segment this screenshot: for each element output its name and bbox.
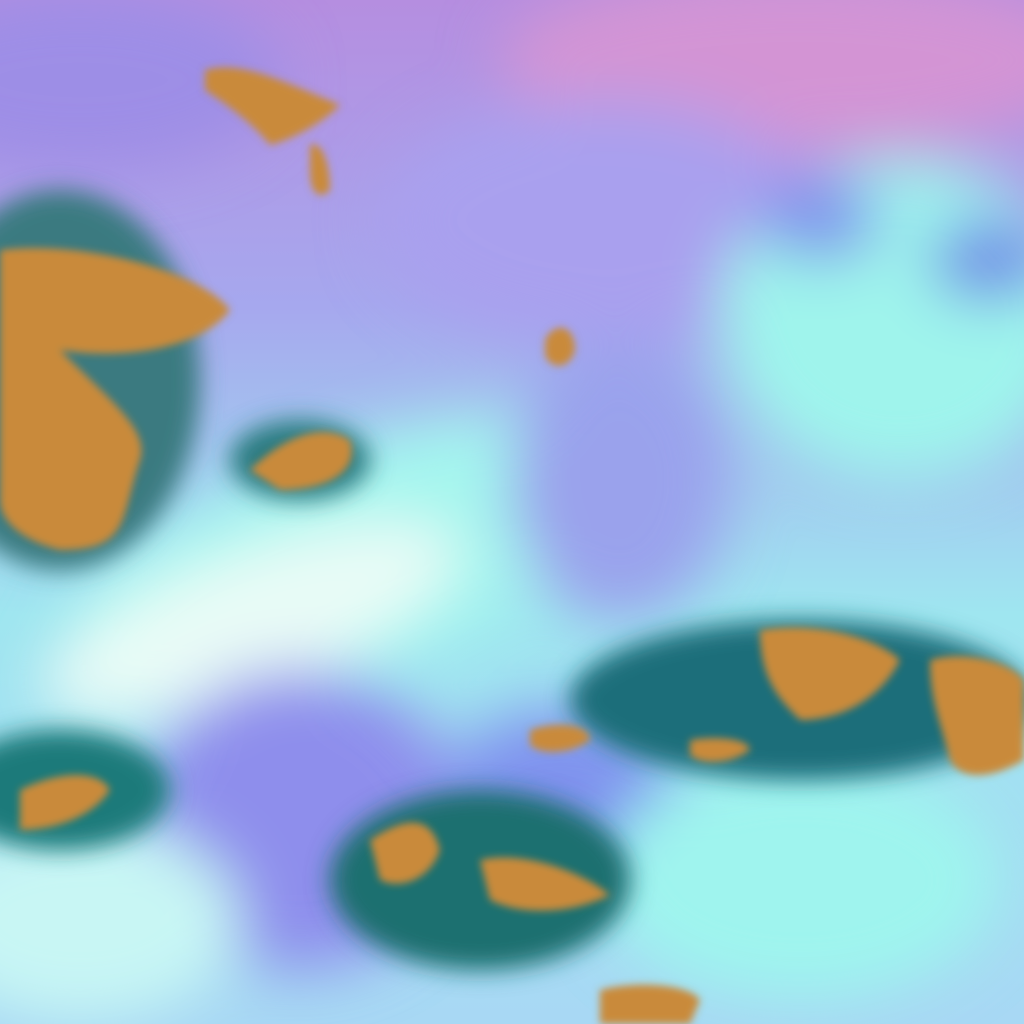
land-masses — [0, 67, 1024, 1024]
